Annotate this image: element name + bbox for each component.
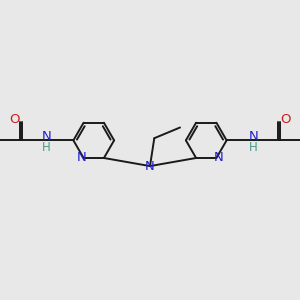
Text: N: N xyxy=(214,152,224,164)
Text: N: N xyxy=(42,130,52,142)
Text: H: H xyxy=(42,141,51,154)
Text: O: O xyxy=(9,113,20,126)
Text: N: N xyxy=(248,130,258,142)
Text: H: H xyxy=(249,141,258,154)
Text: N: N xyxy=(145,160,155,172)
Text: O: O xyxy=(280,113,291,126)
Text: N: N xyxy=(76,152,86,164)
